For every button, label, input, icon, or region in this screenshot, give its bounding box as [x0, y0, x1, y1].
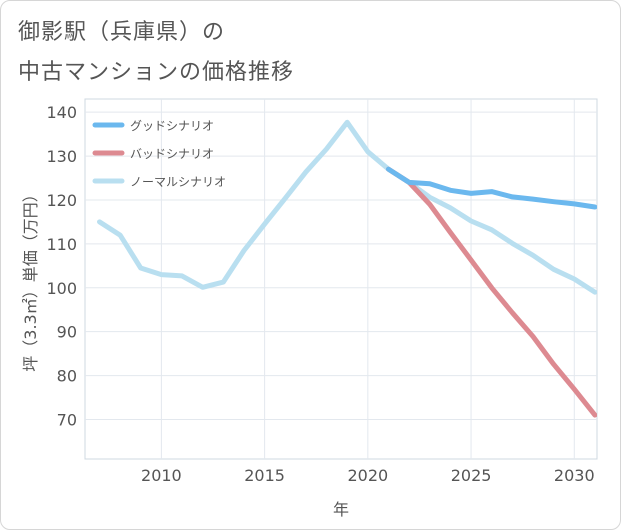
x-axis-label: 年 — [333, 500, 349, 519]
plot-frame — [84, 98, 598, 460]
y-tick-label: 130 — [46, 147, 77, 166]
chart-title-line1: 御影駅（兵庫県）の — [18, 20, 226, 45]
chart-title-line2: 中古マンションの価格推移 — [18, 60, 295, 85]
y-tick-label: 110 — [46, 235, 77, 254]
series-line-0 — [386, 166, 597, 210]
x-tick-label: 2030 — [554, 466, 595, 485]
x-tick-label: 2020 — [347, 466, 388, 485]
series-line-2 — [97, 119, 597, 295]
y-tick-label: 80 — [57, 367, 77, 386]
x-tick-label: 2015 — [244, 466, 285, 485]
legend-label: グッドシナリオ — [130, 119, 214, 133]
x-tick-label: 2025 — [451, 466, 492, 485]
y-tick-label: 70 — [57, 410, 77, 429]
x-tick-label: 2010 — [141, 466, 182, 485]
legend-label: ノーマルシナリオ — [130, 175, 226, 189]
y-tick-label: 90 — [57, 323, 77, 342]
y-tick-label: 100 — [46, 279, 77, 298]
y-tick-label: 140 — [46, 103, 77, 122]
series-line-1 — [386, 166, 597, 418]
y-axis-label: 坪（3.3㎡）単価（万円） — [21, 186, 40, 371]
y-tick-label: 120 — [46, 191, 77, 210]
series-group — [97, 119, 597, 418]
legend-label: バッドシナリオ — [130, 147, 214, 161]
